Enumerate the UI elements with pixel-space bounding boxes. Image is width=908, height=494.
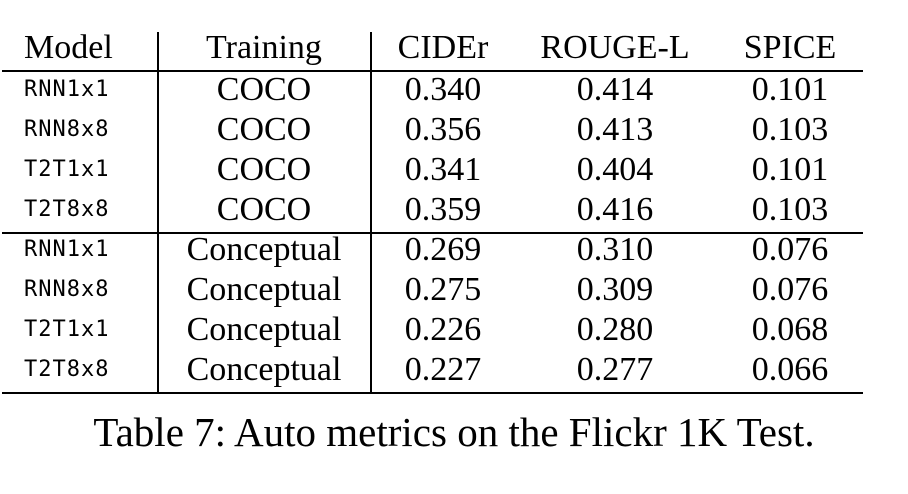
cell-model: RNN8x8: [24, 277, 110, 302]
cell-spice: 0.068: [751, 311, 829, 348]
cell-rouge-l: 0.310: [576, 231, 654, 268]
header-rule: [2, 70, 863, 72]
cell-rouge-l: 0.309: [576, 271, 654, 308]
bottom-rule: [2, 392, 863, 394]
group-divider-rule: [2, 232, 863, 234]
cell-rouge-l: 0.414: [576, 71, 654, 108]
cell-model: T2T8x8: [24, 357, 110, 382]
cell-rouge-l: 0.404: [576, 151, 654, 188]
cell-cider: 0.359: [404, 191, 482, 228]
cell-model: T2T8x8: [24, 197, 110, 222]
training-column-divider: [370, 32, 372, 394]
cell-cider: 0.269: [404, 231, 482, 268]
cell-training: COCO: [216, 191, 312, 228]
header-cider: CIDEr: [397, 29, 489, 66]
cell-model: T2T1x1: [24, 157, 110, 182]
cell-spice: 0.076: [751, 231, 829, 268]
cell-cider: 0.227: [404, 351, 482, 388]
cell-rouge-l: 0.413: [576, 111, 654, 148]
cell-training: COCO: [216, 111, 312, 148]
cell-spice: 0.103: [751, 191, 829, 228]
cell-training: Conceptual: [186, 231, 342, 268]
header-model: Model: [24, 29, 113, 66]
cell-cider: 0.356: [404, 111, 482, 148]
header-training: Training: [206, 29, 322, 66]
cell-spice: 0.103: [751, 111, 829, 148]
cell-model: RNN8x8: [24, 117, 110, 142]
cell-cider: 0.340: [404, 71, 482, 108]
cell-spice: 0.076: [751, 271, 829, 308]
cell-training: Conceptual: [186, 271, 342, 308]
cell-training: Conceptual: [186, 311, 342, 348]
cell-model: RNN1x1: [24, 77, 110, 102]
cell-cider: 0.275: [404, 271, 482, 308]
cell-rouge-l: 0.280: [576, 311, 654, 348]
cell-rouge-l: 0.277: [576, 351, 654, 388]
cell-rouge-l: 0.416: [576, 191, 654, 228]
cell-model: T2T1x1: [24, 317, 110, 342]
cell-cider: 0.226: [404, 311, 482, 348]
cell-cider: 0.341: [404, 151, 482, 188]
table-caption: Table 7: Auto metrics on the Flickr 1K T…: [93, 409, 815, 455]
header-spice: SPICE: [743, 29, 837, 66]
cell-training: COCO: [216, 151, 312, 188]
cell-spice: 0.066: [751, 351, 829, 388]
cell-training: COCO: [216, 71, 312, 108]
cell-model: RNN1x1: [24, 237, 110, 262]
cell-training: Conceptual: [186, 351, 342, 388]
cell-spice: 0.101: [751, 71, 829, 108]
header-rouge-l: ROUGE-L: [540, 29, 690, 66]
cell-spice: 0.101: [751, 151, 829, 188]
model-column-divider: [157, 32, 159, 394]
